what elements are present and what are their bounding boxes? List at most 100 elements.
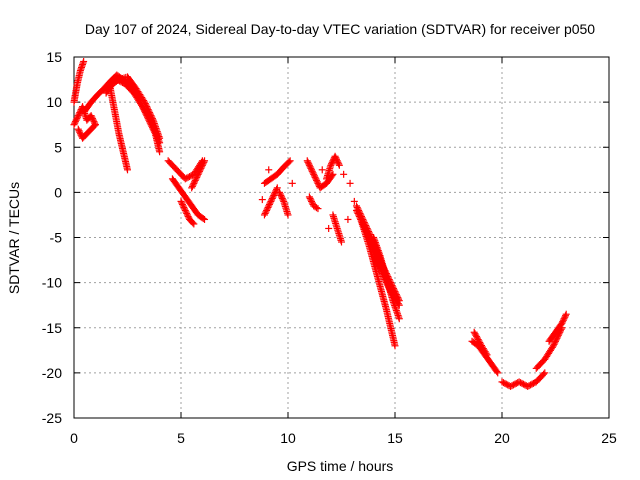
data-point xyxy=(318,166,326,174)
data-point xyxy=(284,211,292,219)
data-point xyxy=(483,351,491,359)
data-point xyxy=(265,202,273,210)
data-point xyxy=(153,131,161,139)
data-point xyxy=(333,157,341,165)
data-point xyxy=(476,339,484,347)
data-point xyxy=(148,118,156,126)
data-point xyxy=(310,172,318,180)
data-point xyxy=(395,297,403,305)
data-point xyxy=(288,179,296,187)
data-point xyxy=(334,158,342,166)
data-point xyxy=(313,204,321,212)
data-point xyxy=(74,125,82,133)
data-point xyxy=(76,130,84,138)
data-point xyxy=(268,196,276,204)
data-point xyxy=(305,193,313,201)
data-point xyxy=(308,166,316,174)
data-point xyxy=(263,206,271,214)
data-point xyxy=(198,163,206,171)
data-point xyxy=(355,206,363,214)
data-point xyxy=(276,190,284,198)
data-point xyxy=(148,119,156,127)
data-point xyxy=(200,158,208,166)
data-point xyxy=(286,157,294,165)
data-point xyxy=(307,196,315,204)
data-point xyxy=(374,256,382,264)
data-point xyxy=(310,170,318,178)
data-point xyxy=(268,194,276,202)
data-point xyxy=(198,161,206,169)
data-point xyxy=(375,258,383,266)
data-point xyxy=(551,339,559,347)
data-point xyxy=(89,116,97,124)
data-point xyxy=(146,115,154,123)
data-point xyxy=(548,343,556,351)
data-point xyxy=(74,113,82,121)
data-point xyxy=(151,126,159,134)
data-point xyxy=(314,205,322,213)
data-point xyxy=(124,166,131,174)
data-point xyxy=(262,208,270,216)
data-point xyxy=(194,170,202,178)
data-point xyxy=(390,286,398,294)
data-point xyxy=(306,163,314,171)
data-points xyxy=(70,58,570,390)
y-tick-label: 10 xyxy=(46,94,62,110)
data-point xyxy=(350,197,358,205)
data-point xyxy=(354,205,362,213)
data-point xyxy=(269,193,277,201)
data-point xyxy=(149,121,157,129)
y-tick-label: -25 xyxy=(42,410,62,426)
grid-lines xyxy=(74,57,609,418)
y-tick-label: -5 xyxy=(50,230,63,246)
data-point xyxy=(305,160,313,168)
data-point xyxy=(191,178,199,186)
data-point xyxy=(178,199,186,207)
data-point xyxy=(562,310,570,318)
data-point xyxy=(76,109,84,117)
data-point xyxy=(305,161,313,169)
x-tick-label: 5 xyxy=(177,430,185,446)
data-point xyxy=(540,370,548,378)
data-point xyxy=(308,199,316,207)
data-point xyxy=(266,199,274,207)
data-point xyxy=(559,318,567,326)
data-point xyxy=(264,203,272,211)
data-point xyxy=(188,184,196,192)
data-point xyxy=(154,136,162,144)
data-point xyxy=(335,160,343,168)
data-point xyxy=(193,172,201,180)
data-point xyxy=(189,219,197,227)
data-point xyxy=(151,127,159,135)
data-point xyxy=(380,268,388,276)
data-point xyxy=(265,166,273,174)
data-point xyxy=(493,368,501,376)
x-axis-label: GPS time / hours xyxy=(287,458,394,474)
data-point xyxy=(325,224,333,232)
data-point xyxy=(267,197,275,205)
data-point xyxy=(270,191,278,199)
data-point xyxy=(75,127,83,135)
y-axis-ticks: 15 10 5 0 -5 -10 -15 -20 -25 xyxy=(42,49,609,426)
data-point xyxy=(277,191,285,199)
data-point xyxy=(177,197,185,205)
data-point xyxy=(494,369,502,377)
data-point xyxy=(152,129,160,137)
data-point xyxy=(201,157,209,165)
data-point xyxy=(190,220,198,228)
data-point xyxy=(391,342,399,350)
data-point xyxy=(306,194,314,202)
data-point xyxy=(258,196,266,204)
data-point xyxy=(179,202,187,210)
data-point xyxy=(193,173,201,181)
data-point xyxy=(356,209,364,217)
y-tick-label: 15 xyxy=(46,49,62,65)
data-point xyxy=(87,112,95,120)
data-point xyxy=(184,212,192,220)
data-point xyxy=(560,315,568,323)
data-point xyxy=(149,123,157,131)
data-point xyxy=(181,205,189,213)
data-point xyxy=(189,181,197,189)
data-point xyxy=(260,211,268,219)
